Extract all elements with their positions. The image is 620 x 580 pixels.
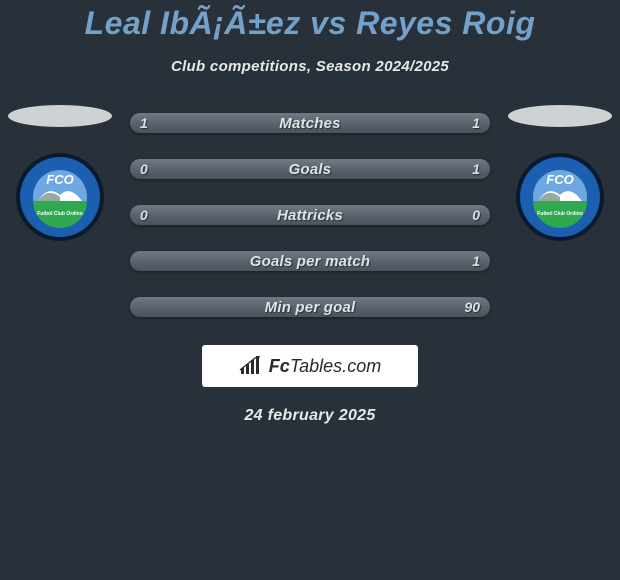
svg-text:FCO: FCO — [546, 172, 573, 187]
stats-area: FCO Futbol Club Ordino FCO Futbol Club O… — [0, 113, 620, 317]
stat-label: Goals — [289, 161, 332, 178]
stat-row-min-per-goal: Min per goal 90 — [130, 297, 490, 317]
player-left-placeholder — [8, 105, 112, 127]
svg-text:FCO: FCO — [46, 172, 73, 187]
club-badge-icon: FCO Futbol Club Ordino — [514, 151, 606, 243]
svg-text:Futbol Club Ordino: Futbol Club Ordino — [37, 211, 83, 217]
player-right-column: FCO Futbol Club Ordino — [508, 105, 612, 243]
brand-box[interactable]: FcTables.com — [202, 345, 418, 387]
player-right-placeholder — [508, 105, 612, 127]
date-line: 24 february 2025 — [244, 407, 375, 425]
brand-fc: FcTables.com — [269, 356, 381, 377]
club-logo-left: FCO Futbol Club Ordino — [14, 151, 106, 243]
stat-row-hattricks: 0 Hattricks 0 — [130, 205, 490, 225]
stat-label: Matches — [279, 115, 340, 132]
comparison-card: Leal IbÃ¡Ã±ez vs Reyes Roig Club competi… — [0, 0, 620, 425]
stat-row-goals-per-match: Goals per match 1 — [130, 251, 490, 271]
bar-chart-icon — [239, 356, 263, 376]
page-title: Leal IbÃ¡Ã±ez vs Reyes Roig — [85, 5, 536, 42]
stat-label: Hattricks — [277, 207, 343, 224]
stat-left-value: 0 — [140, 207, 148, 223]
svg-text:Futbol Club Ordino: Futbol Club Ordino — [537, 211, 583, 217]
subtitle: Club competitions, Season 2024/2025 — [171, 58, 449, 75]
stat-right-value: 0 — [472, 207, 480, 223]
stat-right-value: 1 — [472, 115, 480, 131]
stat-right-value: 90 — [464, 299, 480, 315]
club-logo-right: FCO Futbol Club Ordino — [514, 151, 606, 243]
stat-right-value: 1 — [472, 161, 480, 177]
stat-row-matches: 1 Matches 1 — [130, 113, 490, 133]
stat-right-value: 1 — [472, 253, 480, 269]
player-left-column: FCO Futbol Club Ordino — [8, 105, 112, 243]
club-badge-icon: FCO Futbol Club Ordino — [14, 151, 106, 243]
stat-label: Goals per match — [250, 253, 371, 270]
stat-rows: 1 Matches 1 0 Goals 1 0 Hattricks 0 Goal… — [130, 113, 490, 317]
stat-left-value: 0 — [140, 161, 148, 177]
stat-row-goals: 0 Goals 1 — [130, 159, 490, 179]
stat-left-value: 1 — [140, 115, 148, 131]
stat-label: Min per goal — [265, 299, 356, 316]
brand-text: FcTables.com — [239, 356, 381, 377]
